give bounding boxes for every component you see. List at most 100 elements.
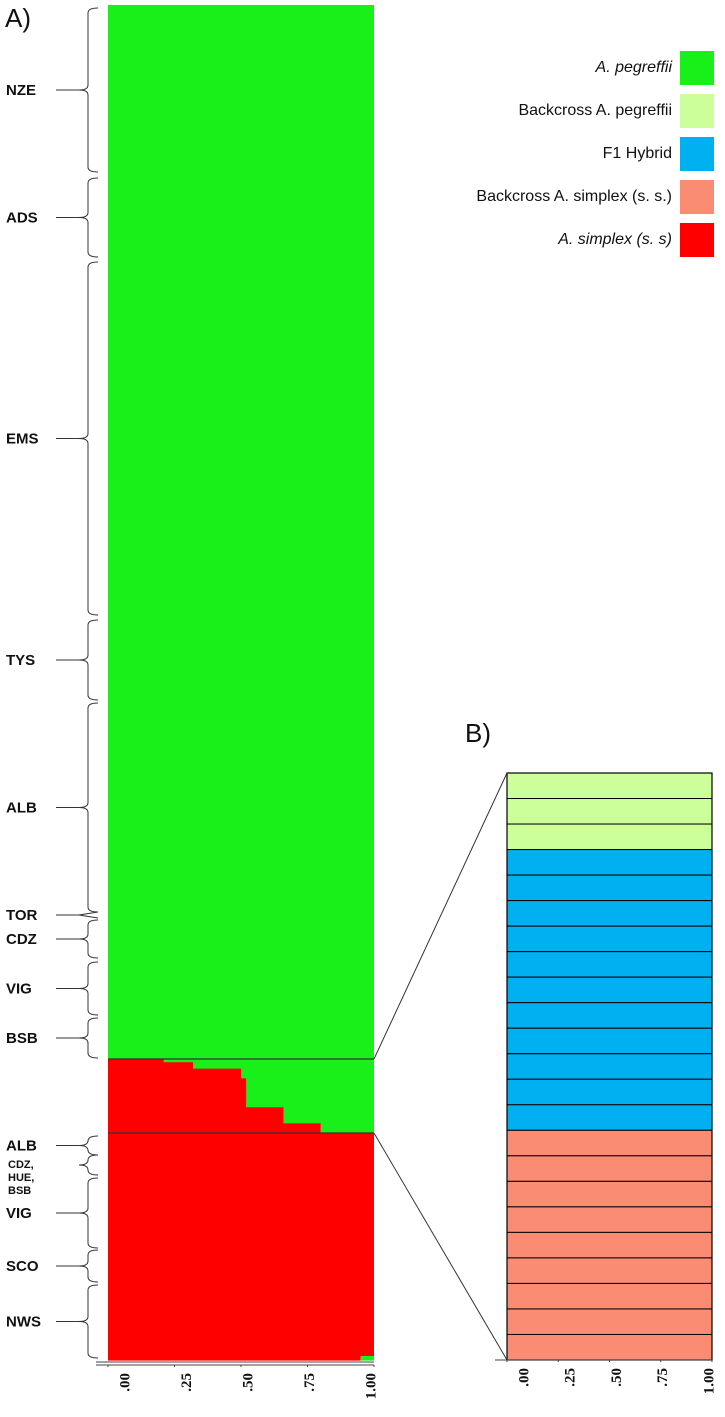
x-tick-label: .00	[117, 1373, 133, 1392]
group-label: TYS	[6, 652, 35, 669]
bar-segment	[108, 1087, 247, 1092]
bar-segment	[108, 1078, 247, 1083]
group-label: VIG	[6, 1205, 32, 1222]
bar-segment	[241, 1071, 374, 1076]
bar-segment	[507, 849, 712, 876]
bar-segment	[193, 1062, 374, 1067]
x-tick-label: 1.00	[701, 1368, 717, 1394]
bar-segment	[507, 1283, 712, 1309]
bar-segment	[246, 1081, 374, 1086]
legend-swatch	[680, 94, 714, 128]
group-bracket	[78, 177, 99, 258]
group-bracket	[78, 1154, 99, 1176]
legend-label: A. pegreffii	[595, 59, 673, 76]
bar-segment	[241, 1068, 374, 1073]
bar-segment	[507, 1334, 712, 1360]
bar-segment	[193, 1065, 374, 1070]
group-label: EMS	[6, 430, 39, 447]
group-bracket	[78, 1135, 99, 1156]
bar-segment	[108, 1120, 284, 1124]
group-bracket	[78, 1284, 99, 1359]
bar-segment	[507, 1104, 712, 1131]
bar-segment	[507, 1002, 712, 1029]
bar-segment	[507, 1232, 712, 1258]
x-tick-label: .75	[655, 1368, 671, 1387]
bar-segment	[108, 1104, 247, 1108]
bar-segment	[246, 1094, 374, 1099]
group-label: NZE	[6, 82, 36, 99]
bar-segment	[246, 1091, 374, 1095]
bar-segment	[507, 1155, 712, 1182]
legend-label: F1 Hybrid	[603, 145, 672, 162]
group-label: TOR	[6, 907, 38, 924]
bar-segment	[507, 1079, 712, 1105]
group-bracket	[78, 961, 99, 1016]
zoom-line	[373, 1132, 508, 1361]
group-bracket	[78, 619, 99, 701]
group-bracket	[78, 1249, 99, 1283]
bar-segment	[108, 1110, 284, 1115]
bar-segment	[507, 1130, 712, 1156]
legend-label: Backcross A. simplex (s. s.)	[476, 188, 672, 205]
x-tick-label: .50	[240, 1373, 256, 1392]
bar-segment	[507, 951, 712, 978]
group-label: VIG	[6, 980, 32, 997]
x-tick-label: .50	[609, 1368, 625, 1387]
bar-segment	[108, 1133, 374, 1357]
group-label: CDZ, HUE, BSB	[8, 1159, 35, 1197]
group-label: BSB	[6, 1030, 38, 1047]
bar-segment	[108, 1075, 241, 1079]
legend-label: Backcross A. pegreffii	[518, 102, 672, 119]
group-bracket	[78, 7, 99, 173]
bar-segment	[108, 1062, 194, 1067]
bar-segment	[108, 1081, 247, 1086]
bar-segment	[108, 1084, 247, 1089]
bar-segment	[108, 1107, 284, 1112]
group-bracket	[78, 261, 99, 616]
x-tick-label: 1.00	[363, 1373, 379, 1399]
bar-segment	[241, 1075, 374, 1079]
bar-segment	[108, 5, 374, 1060]
bar-segment	[283, 1107, 374, 1112]
bar-segment	[108, 1123, 321, 1128]
bar-segment	[507, 1181, 712, 1207]
bar-segment	[246, 1087, 374, 1092]
bar-segment	[108, 1065, 194, 1070]
bar-segment	[507, 926, 712, 952]
panel-label: A)	[5, 3, 31, 33]
bar-segment	[163, 1059, 374, 1063]
panel-label: B)	[465, 718, 491, 748]
bar-segment	[246, 1100, 374, 1105]
x-tick-label: .00	[516, 1368, 532, 1387]
bar-segment	[507, 798, 712, 825]
x-tick-label: .75	[302, 1373, 318, 1392]
bar-segment	[108, 1068, 241, 1073]
bar-segment	[283, 1113, 374, 1118]
bar-segment	[108, 1116, 284, 1121]
legend-swatch	[680, 180, 714, 214]
bar-segment	[507, 824, 712, 850]
bar-segment	[108, 1097, 247, 1102]
x-tick-label: .25	[563, 1368, 579, 1387]
bar-segment	[108, 1129, 321, 1134]
bar-segment	[507, 875, 712, 901]
bar-segment	[507, 1308, 712, 1335]
legend-swatch	[680, 51, 714, 85]
zoom-line	[373, 772, 508, 1060]
bar-segment	[360, 1356, 374, 1361]
bar-segment	[320, 1126, 374, 1131]
bar-segment	[320, 1129, 374, 1134]
bar-segment	[246, 1084, 374, 1089]
bar-segment	[108, 1094, 247, 1099]
bar-segment	[108, 1356, 361, 1361]
group-bracket	[78, 1177, 99, 1249]
bar-segment	[108, 1071, 241, 1076]
group-bracket	[78, 702, 99, 913]
group-bracket	[78, 919, 99, 959]
bar-segment	[507, 1206, 712, 1233]
bar-segment	[320, 1123, 374, 1128]
group-label: SCO	[6, 1258, 39, 1275]
bar-segment	[246, 1078, 374, 1083]
